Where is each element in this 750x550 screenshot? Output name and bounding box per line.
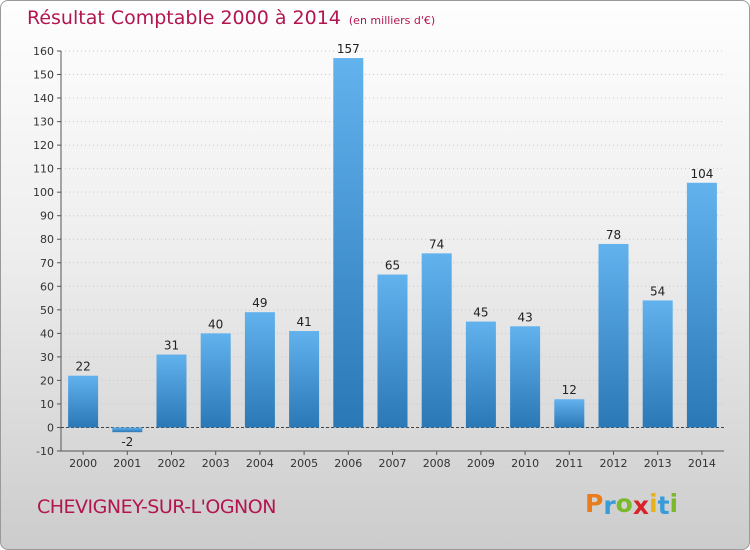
bar [421, 253, 452, 428]
logo-letter: o [615, 489, 633, 518]
y-tick-label: 40 [40, 327, 54, 340]
x-tick-label: 2000 [69, 457, 97, 470]
bar [465, 321, 496, 428]
bar [642, 300, 673, 428]
bar [200, 333, 231, 428]
logo-letter: i [669, 489, 679, 518]
data-label: 65 [385, 259, 400, 273]
y-tick-label: -10 [36, 445, 54, 458]
bar [289, 331, 320, 428]
x-tick-label: 2014 [688, 457, 716, 470]
x-tick-label: 2001 [113, 457, 141, 470]
y-tick-label: 80 [40, 233, 54, 246]
y-tick-label: 140 [33, 92, 54, 105]
data-label: 41 [296, 315, 311, 329]
x-tick-label: 2003 [202, 457, 230, 470]
bar [68, 375, 99, 428]
y-tick-label: 130 [33, 116, 54, 129]
data-label: 78 [606, 228, 621, 242]
data-label: 74 [429, 237, 444, 251]
logo-letter: t [657, 491, 670, 520]
title-text: Résultat Comptable 2000 à 2014 [27, 7, 341, 29]
bar [377, 274, 408, 428]
data-label: 54 [650, 284, 665, 298]
data-label: 31 [164, 339, 179, 353]
title-unit: (en milliers d'€) [348, 14, 436, 27]
data-label: 22 [75, 360, 90, 374]
data-label: -2 [121, 435, 133, 449]
y-tick-label: 120 [33, 139, 54, 152]
logo-letter: r [603, 491, 616, 520]
y-tick-label: 10 [40, 398, 54, 411]
y-tick-label: 90 [40, 210, 54, 223]
bar [156, 354, 187, 428]
x-tick-label: 2011 [555, 457, 583, 470]
logo-letter: P [585, 489, 604, 518]
y-tick-label: 110 [33, 163, 54, 176]
bar [333, 58, 364, 428]
data-labels: 22 -2 31 40 49 41 157 65 74 45 43 12 78 54 104 [75, 42, 713, 449]
bar [598, 243, 629, 428]
data-label: 104 [690, 167, 713, 181]
data-label: 49 [252, 296, 267, 310]
logo-letter: i [649, 489, 658, 518]
logo-letter: x [632, 491, 649, 520]
y-tick-label: 70 [40, 257, 54, 270]
bars [68, 58, 717, 433]
y-tick-label: 160 [33, 45, 54, 58]
x-tick-label: 2010 [511, 457, 539, 470]
bar [686, 182, 717, 428]
bar [244, 312, 275, 428]
y-tick-label: 0 [47, 421, 54, 434]
x-tick-label: 2013 [644, 457, 672, 470]
data-label: 157 [337, 42, 360, 56]
chart-title: Résultat Comptable 2000 à 2014 (en millie… [27, 7, 435, 29]
x-tick-label: 2002 [158, 457, 186, 470]
y-tick-label: 60 [40, 280, 54, 293]
axes: -10 0 10 20 30 40 50 60 70 80 90 100 110 120 130 140 150… [33, 45, 724, 470]
data-label: 43 [517, 310, 532, 324]
data-label: 45 [473, 306, 488, 320]
x-tick-label: 2009 [467, 457, 495, 470]
proxiti-logo: Proxiti [585, 489, 679, 520]
y-tick-label: 150 [33, 69, 54, 82]
bar [510, 326, 541, 428]
bar [112, 427, 143, 433]
bar [554, 399, 585, 428]
commune-name: CHEVIGNEY-SUR-L'OGNON [37, 496, 276, 518]
x-tick-label: 2006 [334, 457, 362, 470]
data-label: 40 [208, 317, 223, 331]
y-tick-label: 100 [33, 186, 54, 199]
y-tick-label: 50 [40, 304, 54, 317]
x-tick-label: 2012 [600, 457, 628, 470]
x-tick-label: 2008 [423, 457, 451, 470]
x-tick-label: 2004 [246, 457, 274, 470]
data-label: 12 [562, 383, 577, 397]
x-tick-label: 2005 [290, 457, 318, 470]
x-tick-label: 2007 [379, 457, 407, 470]
y-tick-label: 20 [40, 374, 54, 387]
y-tick-label: 30 [40, 351, 54, 364]
